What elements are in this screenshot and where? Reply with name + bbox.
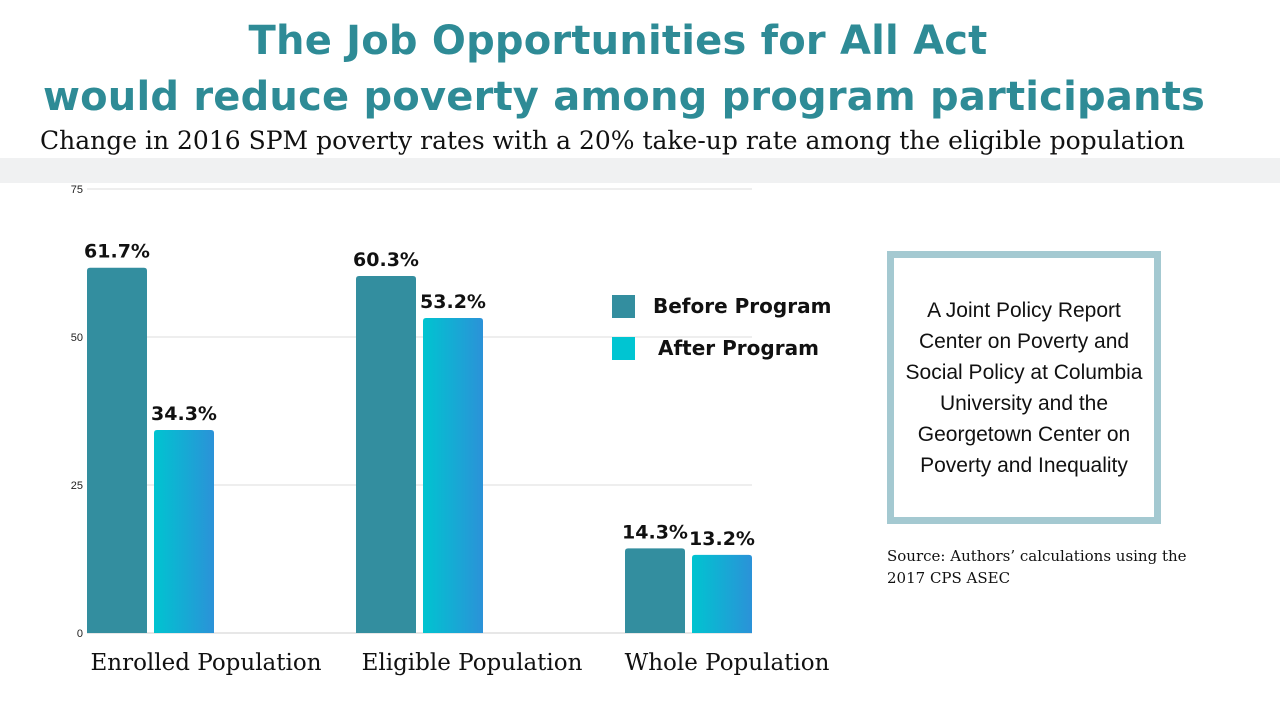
report-info-box: A Joint Policy Report Center on Poverty …: [887, 251, 1161, 524]
bar-before-program: [87, 267, 147, 633]
bar-value-label: 60.3%: [353, 249, 419, 271]
x-category-label: Whole Population: [625, 650, 830, 676]
legend-label: After Program: [658, 336, 819, 360]
bar-value-label: 53.2%: [420, 291, 486, 313]
bar-value-label: 14.3%: [622, 521, 688, 543]
header-divider-band: [0, 158, 1280, 183]
legend-swatch-before: [612, 295, 635, 318]
y-tick-label: 75: [71, 184, 83, 196]
y-tick-label: 0: [77, 628, 83, 640]
x-category-label: Enrolled Population: [90, 650, 321, 676]
y-tick-label: 25: [71, 480, 83, 492]
y-tick-label: 50: [71, 332, 83, 344]
bar-before-program: [625, 548, 685, 633]
bar-after-program: [692, 554, 752, 633]
chart-title-line-1: The Job Opportunities for All Act: [248, 18, 988, 64]
chart-title-line-2: would reduce poverty among program parti…: [42, 74, 1206, 120]
bar-value-label: 34.3%: [151, 403, 217, 425]
bar-after-program: [423, 318, 483, 633]
report-info-text: A Joint Policy Report Center on Poverty …: [905, 298, 1143, 477]
bar-value-label: 61.7%: [84, 241, 150, 263]
bar-value-label: 13.2%: [689, 528, 755, 550]
x-category-label: Eligible Population: [362, 650, 583, 676]
chart-subtitle: Change in 2016 SPM poverty rates with a …: [40, 126, 1185, 155]
legend-label: Before Program: [653, 294, 831, 318]
bar-before-program: [356, 276, 416, 633]
bar-after-program: [154, 429, 214, 633]
legend-swatch-after: [612, 337, 635, 360]
source-note: Source: Authors’ calculations using the …: [887, 547, 1187, 587]
